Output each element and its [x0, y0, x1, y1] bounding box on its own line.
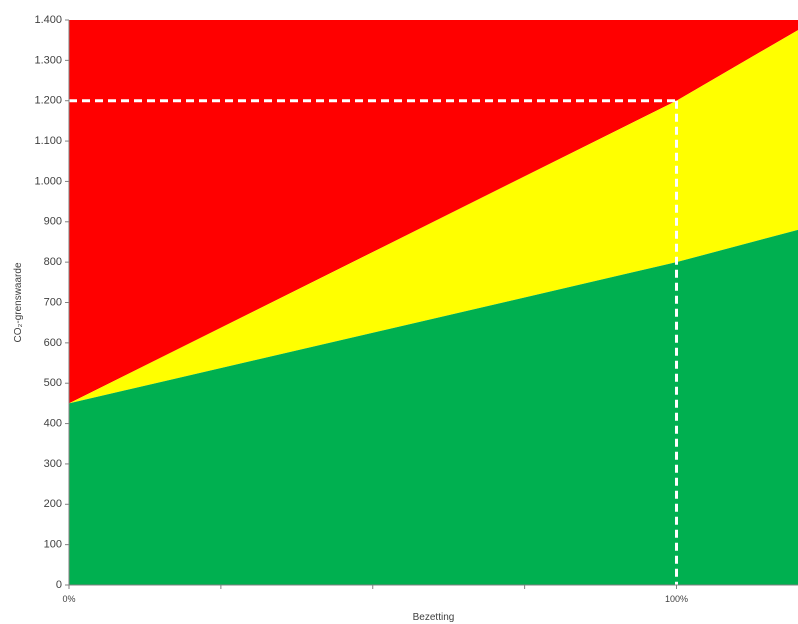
- plot-area: [69, 20, 798, 585]
- y-tick-label: 600: [44, 337, 62, 349]
- y-tick-label: 400: [44, 417, 62, 429]
- x-tick-label: 100%: [665, 594, 688, 604]
- y-tick-label: 800: [44, 256, 62, 268]
- y-tick-label: 1.100: [34, 135, 62, 147]
- y-tick-label: 500: [44, 377, 62, 389]
- y-tick-label: 1.400: [34, 14, 62, 26]
- y-tick-label: 900: [44, 216, 62, 228]
- y-tick-label: 700: [44, 296, 62, 308]
- y-tick-label: 1.000: [34, 175, 62, 187]
- x-tick-label: 0%: [62, 594, 75, 604]
- y-tick-label: 1.300: [34, 54, 62, 66]
- y-tick-label: 300: [44, 458, 62, 470]
- y-axis-title: CO₂-grenswaarde: [13, 262, 24, 342]
- y-tick-label: 100: [44, 539, 62, 551]
- y-tick-label: 200: [44, 498, 62, 510]
- y-tick-label: 0: [56, 579, 62, 591]
- x-axis-title: Bezetting: [413, 612, 455, 623]
- y-tick-label: 1.200: [34, 95, 62, 107]
